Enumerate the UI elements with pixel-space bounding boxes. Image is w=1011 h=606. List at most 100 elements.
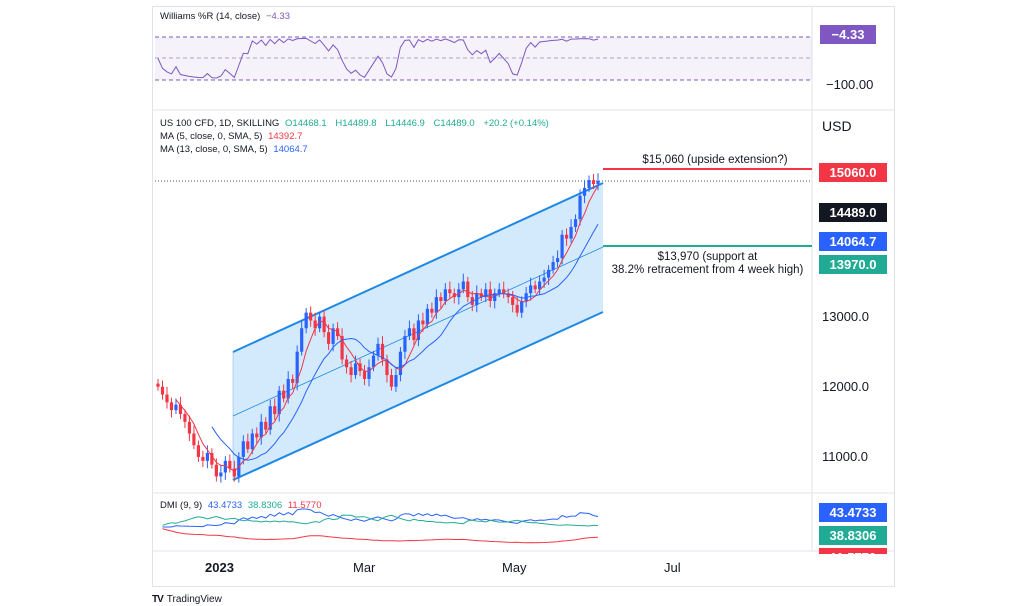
price-tick-13000: 13000.0 — [822, 309, 869, 324]
candle-body — [587, 180, 591, 188]
candle-body — [582, 187, 587, 196]
candle — [560, 230, 564, 265]
candle-body — [542, 277, 546, 282]
channel-upper — [232, 182, 604, 353]
williams-scale-low: −100.00 — [826, 77, 874, 92]
symbol-legend: US 100 CFD, 1D, SKILLING O14468.1 H14489… — [160, 118, 549, 129]
candle-body — [430, 308, 434, 313]
candle — [196, 440, 201, 462]
candle-body — [385, 359, 389, 376]
candle-body — [273, 406, 277, 415]
annotation-support-1: $13,970 (support at — [657, 251, 758, 263]
candle-body — [439, 297, 443, 301]
candle-body — [362, 371, 367, 379]
candle — [156, 378, 160, 391]
candle-body — [183, 414, 187, 422]
candle-body — [461, 281, 465, 290]
candle — [169, 397, 174, 418]
williams-line — [157, 37, 599, 79]
candle-body — [201, 456, 205, 461]
candle-body — [371, 355, 376, 368]
candle — [416, 314, 421, 347]
candle-body — [286, 378, 290, 399]
candle — [264, 417, 268, 434]
candle — [322, 310, 326, 338]
candle — [300, 320, 304, 356]
dmi-tag-adx: 11.5770 — [819, 548, 887, 554]
candle-body — [443, 289, 447, 301]
candle-body — [524, 293, 528, 301]
candle — [273, 398, 277, 421]
price-tag-last: 14489.0 — [819, 203, 887, 222]
candle-body — [555, 258, 560, 263]
candle-body — [219, 472, 223, 477]
candle-body — [187, 421, 192, 434]
dmi-plus-value: 43.4733 — [207, 500, 243, 511]
dmi-tag-plus: 43.4733 — [819, 503, 887, 522]
ohlc-change: +20.2 (+0.14%) — [483, 118, 549, 129]
candle-body — [295, 351, 299, 383]
time-label-mar: Mar — [353, 560, 376, 575]
candle — [533, 280, 537, 294]
candle-body — [457, 289, 461, 298]
candle — [192, 425, 196, 450]
candle-body — [282, 390, 286, 399]
candle — [295, 345, 299, 391]
candle-body — [596, 181, 600, 185]
candle — [497, 283, 501, 298]
candle — [484, 283, 488, 303]
tradingview-logo: TV TradingView — [152, 594, 222, 605]
candle-body — [398, 351, 403, 376]
candle — [304, 308, 308, 334]
candle-body — [165, 394, 169, 403]
candle — [569, 219, 573, 243]
candle — [291, 374, 295, 390]
ohlc-low: 14446.9 — [390, 118, 425, 129]
candle — [403, 329, 407, 360]
candle-body — [192, 433, 196, 446]
candle-body — [529, 285, 533, 294]
price-tick-12000: 12000.0 — [822, 379, 869, 394]
candle-body — [416, 320, 421, 340]
candle-body — [564, 234, 569, 239]
ohlc-open: 14468.1 — [292, 118, 327, 129]
branding-text: TradingView — [166, 594, 222, 605]
ma13-line — [211, 224, 599, 461]
candle — [250, 428, 254, 455]
dmi-adx-line — [162, 528, 599, 544]
candle-body — [560, 234, 564, 259]
candle-body — [205, 453, 209, 461]
candle — [555, 250, 560, 268]
candle — [160, 380, 165, 400]
candle-body — [547, 269, 551, 278]
candle-body — [520, 301, 524, 313]
candle-body — [533, 285, 537, 290]
candle — [520, 296, 524, 318]
price-tag-ma13: 14064.7 — [819, 232, 887, 251]
time-label-jul: Jul — [664, 560, 681, 575]
candle — [165, 386, 169, 409]
candle-body — [407, 328, 412, 337]
candle — [398, 346, 403, 382]
candle — [493, 288, 497, 309]
candle — [183, 409, 187, 429]
candle — [394, 367, 398, 392]
candle — [578, 189, 582, 226]
candle-body — [376, 343, 380, 356]
candle-body — [394, 375, 398, 387]
time-label-may: May — [502, 560, 527, 575]
chart-frame — [152, 6, 895, 587]
symbol-name: US 100 CFD, 1D, SKILLING — [160, 118, 280, 129]
candle — [538, 275, 542, 295]
candle — [547, 265, 551, 286]
candle-body — [300, 328, 304, 352]
candle — [223, 456, 227, 480]
candle-body — [538, 281, 542, 290]
candle — [412, 323, 416, 346]
candle-body — [174, 404, 178, 411]
candle-body — [250, 433, 254, 450]
dmi-adx-value: 11.5770 — [287, 500, 322, 511]
price-tag-upside: 15060.0 — [819, 163, 887, 182]
candle — [596, 173, 600, 191]
